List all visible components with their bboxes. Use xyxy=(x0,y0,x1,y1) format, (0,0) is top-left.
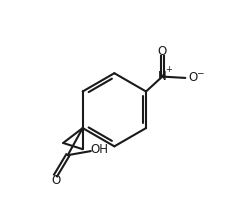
Text: O: O xyxy=(51,174,60,187)
Text: OH: OH xyxy=(90,143,108,156)
Text: −: − xyxy=(196,69,203,77)
Text: O: O xyxy=(157,45,166,58)
Text: O: O xyxy=(187,71,197,84)
Text: N: N xyxy=(157,70,166,83)
Text: +: + xyxy=(164,65,171,74)
